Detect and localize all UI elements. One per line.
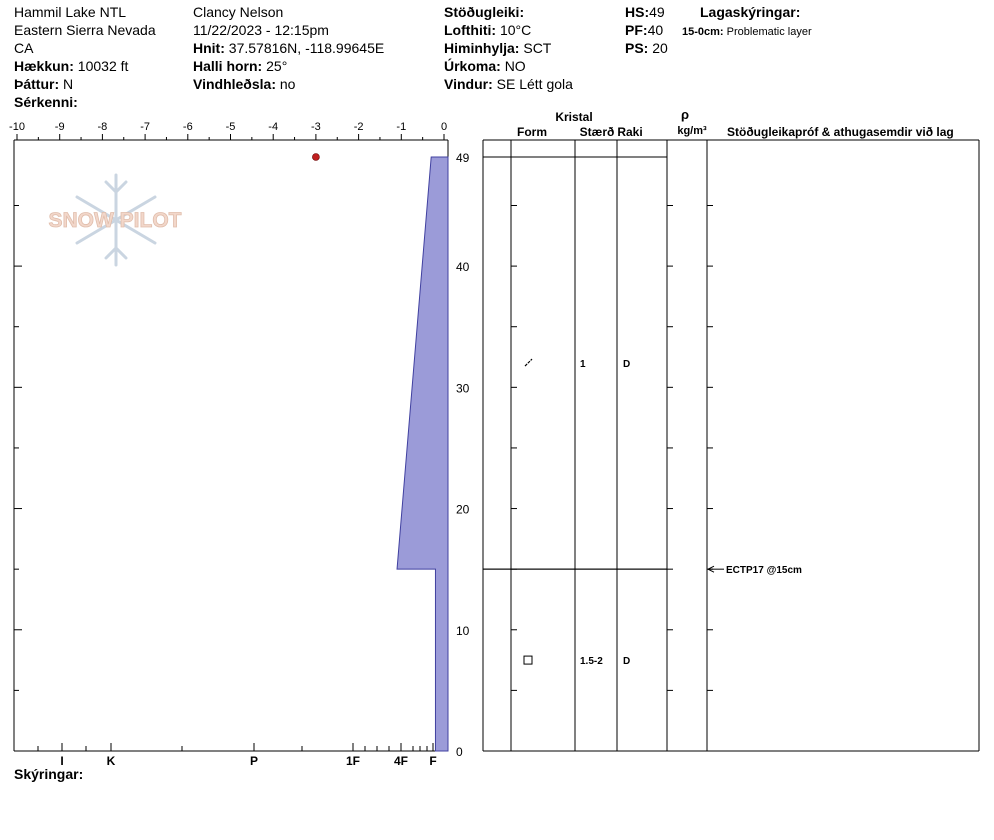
aspect: Þáttur: N: [14, 76, 74, 92]
temperature-points: [312, 153, 320, 161]
depth-tick-label: 40: [456, 260, 470, 274]
temp-tick-label: -9: [55, 121, 65, 133]
table-layers: 1 D 1.5-2 D ECTP17 @15cm: [483, 156, 802, 667]
state: CA: [14, 40, 34, 56]
header-depths: HS:49 PF:40 PS: 20: [625, 3, 668, 57]
location-name: Hammil Lake NTL: [14, 4, 127, 20]
hardness-tick-label: I: [60, 754, 63, 768]
hardness-tick-label: 4F: [394, 754, 408, 768]
depth-axis: 49 40 30 20 10 0: [14, 151, 470, 759]
depth-tick-label: 0: [456, 745, 463, 759]
layer-note: 15-0cm: Problematic layer: [682, 26, 812, 38]
header-observer: Clancy Nelson 11/22/2023 - 12:15pm Hnit:…: [193, 3, 384, 93]
pit-depth: PF:40: [625, 22, 664, 38]
layers-table: Kristal Form Stærð Raki ρ kg/m³ Stöðugle…: [482, 107, 980, 752]
stability: Stöðugleiki:: [444, 4, 525, 20]
temp-tick-label: -7: [140, 121, 150, 133]
comments-label: Skýringar:: [14, 766, 84, 782]
test-arrow-head: [707, 565, 715, 573]
header-site: Hammil Lake NTL Eastern Sierra Nevada CA…: [14, 3, 156, 111]
temp-tick-label: -8: [98, 121, 108, 133]
table-depth-ticks: [511, 204, 713, 691]
logo-text: SNOW PILOT: [49, 209, 182, 232]
temp-tick-label: 0: [441, 121, 447, 133]
layer-size: 1.5-2: [580, 656, 603, 667]
observation-datetime: 11/22/2023 - 12:15pm: [193, 22, 329, 38]
elevation: Hækkun: 10032 ft: [14, 58, 129, 74]
density-unit: kg/m³: [677, 125, 707, 137]
tests-header: Stöðugleikapróf & athugasemdir við lag: [727, 125, 954, 139]
depth-tick-label: 10: [456, 624, 470, 638]
snowpilot-logo: SNOW PILOT: [48, 173, 182, 267]
observer-name: Clancy Nelson: [193, 4, 284, 20]
penetration: PS: 20: [625, 40, 668, 56]
temp-tick-label: -6: [183, 121, 193, 133]
header-conditions: Stöðugleiki: Lofthiti: 10°C Himinhylja: …: [444, 3, 573, 93]
coordinates: Hnit: 37.57816N, -118.99645E: [193, 40, 385, 56]
temp-tick-label: -4: [268, 121, 278, 133]
crystal-header: Kristal: [555, 110, 592, 124]
snow-height: HS:49: [625, 4, 665, 20]
layer-notes-title: Lagaskýringar:: [700, 4, 801, 20]
table-frame: [482, 139, 980, 752]
moisture-header: Raki: [617, 125, 642, 139]
sky-cover: Himinhylja: SCT: [444, 40, 552, 56]
wind: Vindur: SE Létt gola: [444, 76, 573, 92]
temp-tick-label: -10: [9, 121, 25, 133]
depth-tick-label: 49: [456, 151, 470, 165]
features: Sérkenni:: [14, 94, 78, 110]
size-header: Stærð: [580, 125, 615, 139]
hardness-tick-label: K: [107, 754, 116, 768]
precipitation: Úrkoma: NO: [444, 58, 526, 74]
test-result-label: ECTP17 @15cm: [726, 565, 802, 576]
hardness-fill: [396, 156, 449, 752]
layer-moisture: D: [623, 656, 630, 667]
slope-angle: Halli horn: 25°: [193, 58, 288, 74]
hardness-tick-label: P: [250, 754, 258, 768]
mountain-range: Eastern Sierra Nevada: [14, 22, 156, 38]
hardness-tick-label: F: [429, 754, 436, 768]
temperature-axis: -10 -9 -8 -7 -6 -5 -4 -3 -2 -1 0: [9, 121, 447, 140]
form-header: Form: [517, 125, 547, 139]
snowflake-icon: [75, 173, 157, 267]
density-symbol: ρ: [681, 107, 689, 122]
layer-moisture: D: [623, 359, 630, 370]
wind-loading: Vindhleðsla: no: [193, 76, 296, 92]
hardness-axis: I K P 1F 4F F: [37, 743, 439, 768]
layer-size: 1: [580, 359, 586, 370]
faceted-crystal-icon: [523, 655, 533, 665]
depth-tick-label: 20: [456, 503, 470, 517]
hardness-profile: [396, 156, 449, 752]
faceted-rounded-icon: [524, 358, 533, 367]
temp-tick-label: -1: [396, 121, 406, 133]
depth-tick-label: 30: [456, 381, 470, 395]
hardness-tick-label: 1F: [346, 754, 360, 768]
temp-tick-label: -3: [311, 121, 321, 133]
temperature-point: [312, 153, 320, 161]
temp-tick-label: -5: [226, 121, 236, 133]
air-temperature: Lofthiti: 10°C: [444, 22, 532, 38]
temp-tick-label: -2: [354, 121, 364, 133]
